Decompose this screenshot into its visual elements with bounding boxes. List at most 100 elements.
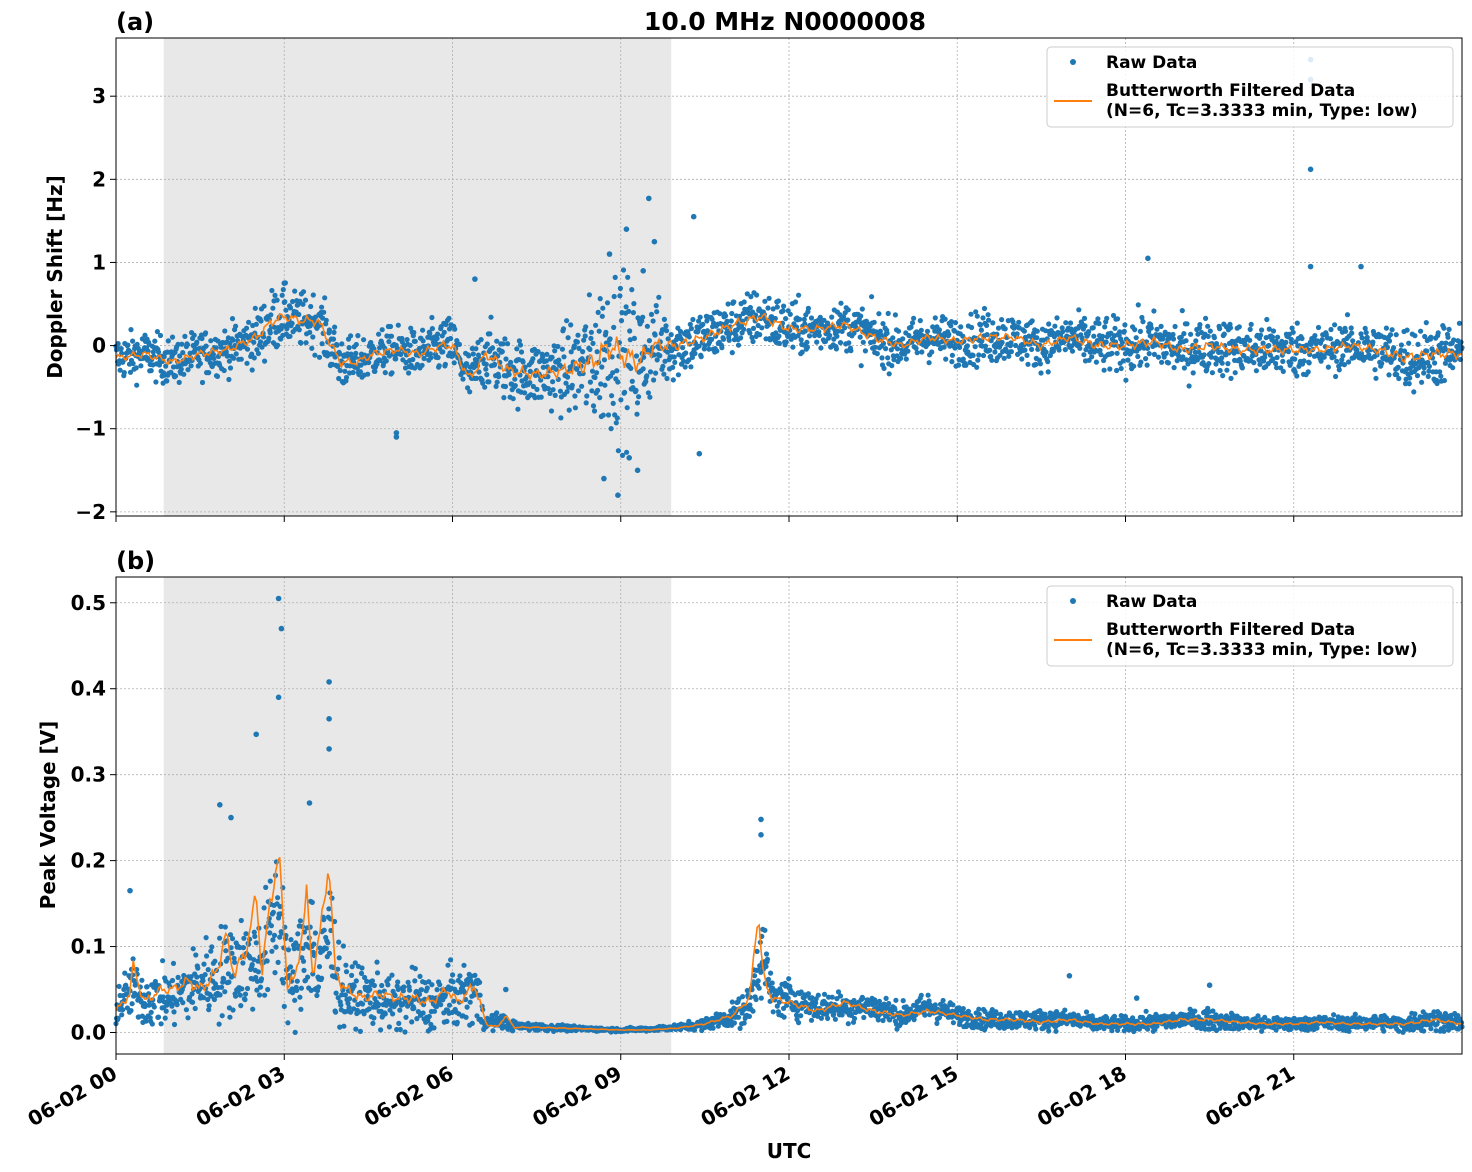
raw-data-point bbox=[379, 982, 385, 989]
raw-data-point bbox=[336, 939, 342, 945]
raw-data-point bbox=[741, 1020, 747, 1026]
raw-data-point bbox=[527, 380, 533, 386]
raw-data-point bbox=[612, 274, 618, 280]
raw-data-point bbox=[309, 899, 315, 906]
raw-data-point bbox=[1155, 354, 1162, 360]
raw-data-point bbox=[929, 349, 935, 355]
raw-data-point bbox=[1328, 326, 1334, 333]
raw-data-point bbox=[572, 393, 578, 399]
raw-data-point bbox=[848, 348, 854, 354]
raw-data-point bbox=[1383, 325, 1389, 331]
raw-data-point bbox=[682, 364, 688, 370]
raw-data-point bbox=[608, 426, 614, 432]
raw-data-point bbox=[759, 325, 765, 331]
raw-data-point bbox=[1093, 359, 1099, 365]
raw-data-point bbox=[1253, 368, 1259, 374]
raw-data-point bbox=[357, 369, 363, 375]
y-tick-label: 2 bbox=[92, 167, 106, 191]
raw-data-point bbox=[323, 317, 329, 323]
raw-data-point bbox=[835, 989, 842, 995]
raw-data-point bbox=[319, 341, 325, 347]
raw-data-point bbox=[586, 292, 593, 298]
raw-data-point bbox=[442, 992, 448, 998]
raw-data-point bbox=[738, 335, 744, 341]
raw-data-point bbox=[251, 957, 257, 963]
raw-data-point bbox=[221, 976, 227, 982]
raw-data-outlier bbox=[623, 226, 630, 232]
raw-data-outlier bbox=[640, 268, 646, 274]
raw-data-point bbox=[1289, 325, 1295, 331]
raw-data-point bbox=[268, 923, 274, 929]
raw-data-point bbox=[1207, 328, 1213, 334]
raw-data-point bbox=[326, 327, 332, 333]
raw-data-point bbox=[798, 337, 804, 343]
raw-data-point bbox=[656, 294, 662, 300]
raw-data-point bbox=[1120, 358, 1126, 364]
raw-data-point bbox=[550, 387, 556, 393]
raw-data-point bbox=[1091, 333, 1097, 339]
raw-data-point bbox=[661, 316, 668, 322]
raw-data-point bbox=[226, 979, 232, 985]
raw-data-point bbox=[1359, 335, 1365, 341]
raw-data-point bbox=[936, 1015, 943, 1021]
raw-data-point bbox=[219, 984, 225, 990]
raw-data-point bbox=[199, 335, 205, 342]
raw-data-point bbox=[750, 325, 757, 331]
raw-data-point bbox=[406, 370, 412, 376]
raw-data-point bbox=[969, 324, 975, 331]
raw-data-point bbox=[300, 301, 306, 307]
raw-data-point bbox=[624, 449, 630, 455]
raw-data-point bbox=[851, 1015, 858, 1022]
raw-data-point bbox=[802, 321, 808, 327]
raw-data-point bbox=[625, 274, 631, 280]
raw-data-point bbox=[845, 307, 851, 313]
raw-data-point bbox=[376, 1001, 382, 1008]
raw-data-point bbox=[1266, 326, 1272, 332]
raw-data-point bbox=[419, 987, 425, 993]
raw-data-point bbox=[482, 384, 488, 390]
raw-data-point bbox=[724, 318, 730, 324]
raw-data-point bbox=[222, 328, 228, 334]
panel-a-filtered-line bbox=[115, 312, 1463, 382]
raw-data-point bbox=[670, 364, 676, 370]
raw-data-point bbox=[750, 338, 756, 345]
raw-data-point bbox=[826, 994, 832, 1000]
panel-a-x-ticks bbox=[115, 516, 1295, 522]
raw-data-point bbox=[343, 962, 349, 968]
raw-data-point bbox=[858, 1008, 864, 1014]
raw-data-point bbox=[787, 311, 793, 317]
raw-data-point bbox=[597, 395, 603, 401]
raw-data-point bbox=[909, 320, 916, 326]
raw-data-point bbox=[314, 992, 320, 999]
raw-data-point bbox=[1138, 359, 1144, 365]
raw-data-point bbox=[590, 340, 596, 346]
raw-data-point bbox=[657, 353, 663, 359]
raw-data-point bbox=[275, 895, 281, 901]
raw-data-point bbox=[1407, 375, 1413, 381]
raw-data-point bbox=[353, 1026, 359, 1032]
raw-data-point bbox=[696, 318, 702, 324]
raw-data-point bbox=[148, 368, 154, 374]
raw-data-point bbox=[1275, 334, 1281, 340]
raw-data-point bbox=[1336, 367, 1342, 373]
raw-data-point bbox=[372, 368, 378, 374]
raw-data-point bbox=[900, 998, 906, 1004]
raw-data-point bbox=[305, 974, 311, 980]
raw-data-point bbox=[651, 352, 657, 358]
raw-data-point bbox=[654, 357, 660, 363]
raw-data-point bbox=[1257, 332, 1264, 338]
raw-data-point bbox=[171, 1009, 177, 1015]
raw-data-point bbox=[940, 997, 946, 1004]
raw-data-point bbox=[691, 1027, 698, 1033]
raw-data-point bbox=[407, 342, 413, 348]
raw-data-point bbox=[215, 338, 221, 344]
raw-data-point bbox=[518, 349, 525, 355]
raw-data-point bbox=[809, 995, 815, 1001]
raw-data-point bbox=[1415, 341, 1421, 347]
raw-data-point bbox=[1179, 308, 1185, 314]
raw-data-point bbox=[1132, 327, 1138, 333]
raw-data-point bbox=[1259, 327, 1265, 333]
raw-data-point bbox=[932, 328, 938, 334]
raw-data-point bbox=[1446, 326, 1452, 332]
raw-data-point bbox=[1370, 339, 1376, 345]
